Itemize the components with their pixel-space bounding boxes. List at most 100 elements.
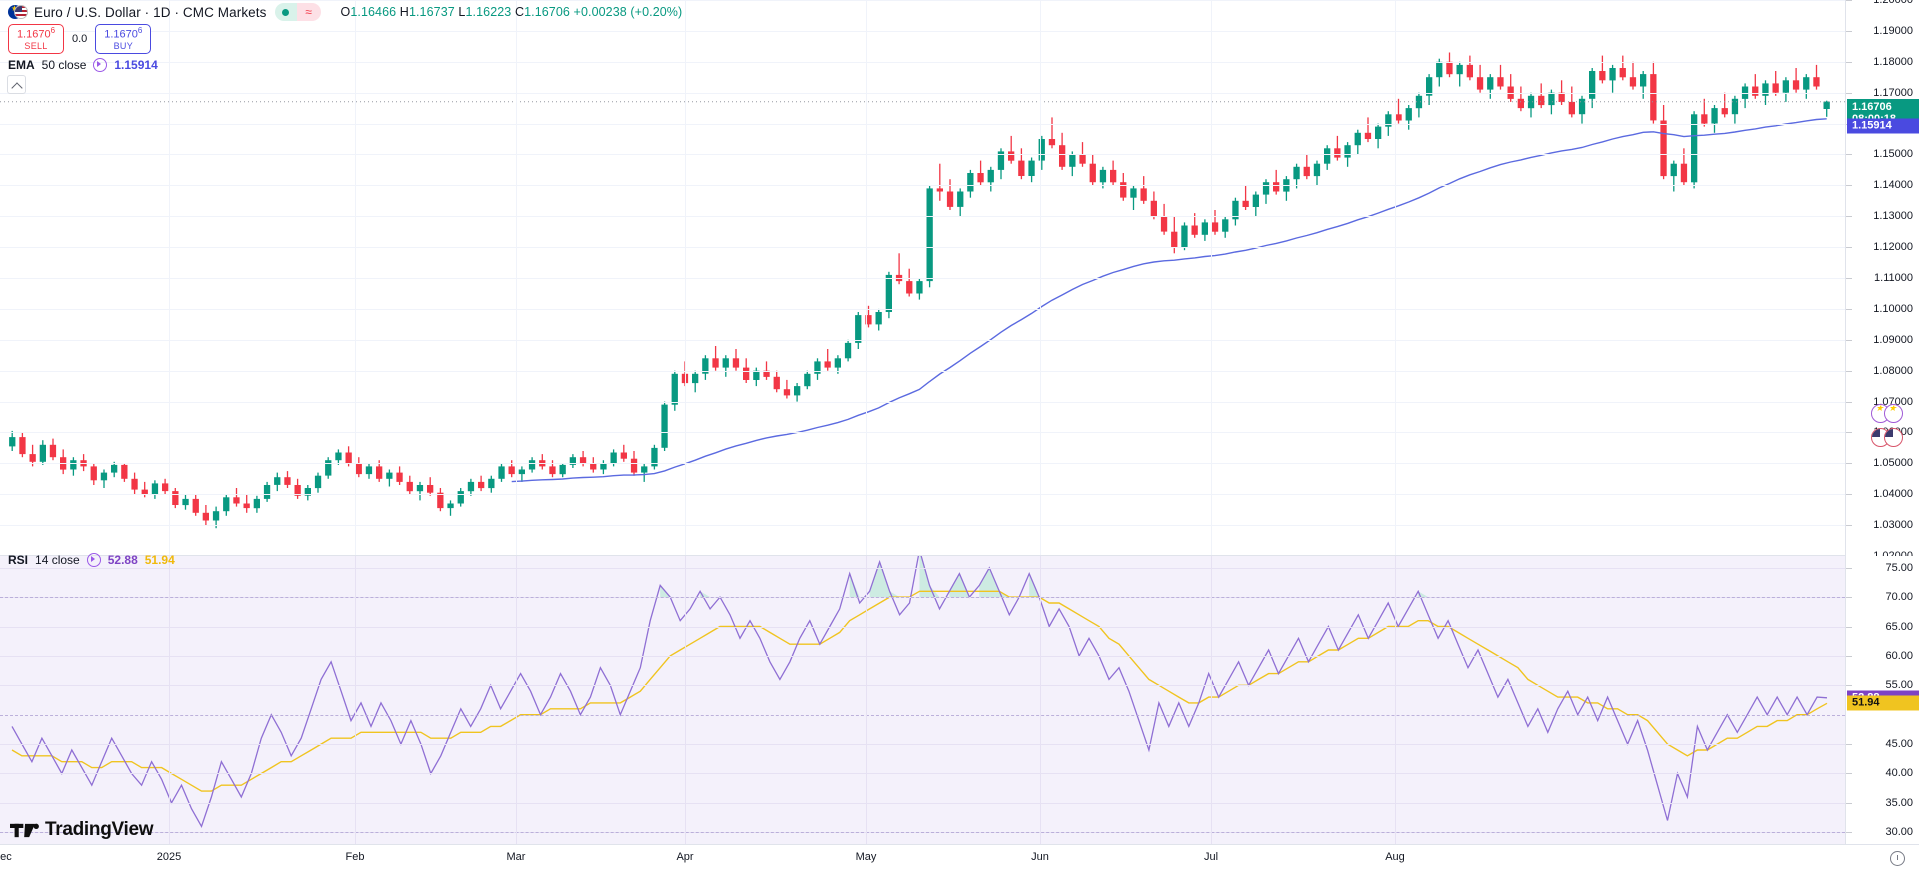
price-tick xyxy=(1846,154,1852,156)
price-tick xyxy=(1846,92,1852,94)
price-gridline xyxy=(0,124,1845,125)
price-gridline xyxy=(0,185,1845,186)
ema-args: 50 close xyxy=(41,58,87,72)
time-gridline xyxy=(685,556,686,844)
rsi-scale[interactable]: 75.00 70.00 65.00 60.00 55.00 45.00 40.00 35.00… xyxy=(1845,556,1919,844)
time-gridline xyxy=(355,556,356,844)
collapse-pane-button[interactable] xyxy=(7,75,26,94)
price-tick xyxy=(1846,432,1852,434)
rsi-name: RSI xyxy=(8,553,29,567)
spread-value: 0.0 xyxy=(72,33,88,45)
ohlc-close-key: C xyxy=(514,5,525,19)
time-gridline xyxy=(169,0,170,556)
buy-button[interactable]: 1.16706 BUY xyxy=(95,24,152,54)
rsi-tick xyxy=(1846,773,1852,775)
sell-label: SELL xyxy=(24,41,48,52)
rsi-gridline xyxy=(0,568,1845,569)
rsi-ma-value-badge[interactable]: 51.94 xyxy=(1847,695,1919,711)
rsi-args: 14 close xyxy=(35,553,80,567)
refresh-icon[interactable] xyxy=(86,553,101,567)
price-axis-label: 1.14000 xyxy=(1873,179,1913,192)
rsi-axis-label: 55.00 xyxy=(1885,679,1913,692)
price-gridline xyxy=(0,31,1845,32)
price-axis-label: 1.11000 xyxy=(1874,272,1913,284)
time-gridline xyxy=(685,0,686,556)
rsi-line xyxy=(11,556,1828,828)
ohlc-open-value: 1.16466 xyxy=(350,5,397,19)
refresh-icon[interactable] xyxy=(93,58,108,72)
ohlc-close-value: 1.16706 xyxy=(524,5,570,19)
time-axis-label: Jun xyxy=(1031,851,1049,863)
sell-button[interactable]: 1.16706 SELL xyxy=(8,24,64,54)
eurusd-flag-pair-icon xyxy=(8,4,28,20)
ohlc-change: +0.00238 (+0.20%) xyxy=(573,5,683,19)
rsi-axis-label: 70.00 xyxy=(1885,591,1913,604)
rsi-axis-label: 45.00 xyxy=(1885,738,1913,751)
eur-badge[interactable] xyxy=(1871,404,1905,423)
price-tick xyxy=(1846,525,1852,527)
ohlc-open-key: O xyxy=(340,5,351,19)
market-status-icon[interactable]: ≈ xyxy=(274,3,321,21)
current-price-value: 1.16706 xyxy=(1852,100,1892,113)
time-scale[interactable]: Dec 2025 Feb Mar Apr May Jun Jul Aug xyxy=(0,844,1919,872)
rsi-gridline xyxy=(0,685,1845,686)
ema-price-badge[interactable]: 1.15914 xyxy=(1847,118,1919,134)
time-gridline xyxy=(1395,556,1396,844)
price-axis-label: 1.20000 xyxy=(1873,0,1913,6)
rsi-midline xyxy=(0,714,1845,716)
time-gridline xyxy=(169,556,170,844)
rsi-tick xyxy=(1846,567,1852,569)
candle-series xyxy=(9,52,1830,529)
rsi-overbought-fill xyxy=(660,556,1429,598)
price-tick xyxy=(1846,463,1852,465)
price-axis-label: 1.12000 xyxy=(1873,241,1913,254)
rsi-indicator-pane[interactable] xyxy=(0,556,1845,844)
rsi-gridline xyxy=(0,773,1845,774)
rsi-ma-line xyxy=(11,590,1828,792)
price-tick xyxy=(1846,308,1852,310)
symbol-title[interactable]: Euro / U.S. Dollar · 1D · CMC Markets xyxy=(34,4,267,20)
price-axis-label: 1.05000 xyxy=(1873,457,1913,470)
time-gridline xyxy=(1395,0,1396,556)
price-tick xyxy=(1846,278,1852,279)
time-axis-label: May xyxy=(855,851,877,863)
time-axis-label: Jul xyxy=(1203,851,1219,863)
price-axis-label: 1.17000 xyxy=(1873,86,1913,99)
price-tick xyxy=(1846,30,1852,32)
time-axis-label: Aug xyxy=(1385,851,1405,863)
time-gridline xyxy=(516,0,517,556)
clock-icon[interactable] xyxy=(1890,851,1905,866)
rsi-tick xyxy=(1846,744,1852,746)
symbol-legend: Euro / U.S. Dollar · 1D · CMC Markets ≈ … xyxy=(8,3,682,21)
usd-badge[interactable] xyxy=(1871,428,1905,447)
price-gridline xyxy=(0,278,1845,279)
price-chart-pane[interactable] xyxy=(0,0,1845,556)
rsi-tick xyxy=(1846,685,1852,687)
ohlc-values: O1.16466 H1.16737 L1.16223 C1.16706 +0.0… xyxy=(341,5,683,19)
price-axis-label: 1.04000 xyxy=(1873,488,1913,501)
time-gridline xyxy=(355,0,356,556)
rsi-legend[interactable]: RSI 14 close 52.88 51.94 xyxy=(8,553,175,567)
price-axis-label: 1.15000 xyxy=(1873,148,1913,161)
rsi-value: 52.88 xyxy=(107,553,138,567)
time-gridline xyxy=(1211,0,1212,556)
price-gridline xyxy=(0,432,1845,433)
sell-price-fraction: 6 xyxy=(50,25,56,35)
rsi-axis-label: 35.00 xyxy=(1885,796,1913,809)
ohlc-low-key: L xyxy=(458,5,466,19)
ohlc-high-value: 1.16737 xyxy=(408,5,455,19)
rsi-ma-value: 51.94 xyxy=(144,553,175,567)
price-tick xyxy=(1846,401,1852,403)
price-gridline xyxy=(0,402,1845,403)
rsi-tick xyxy=(1846,655,1852,657)
price-gridline xyxy=(0,371,1845,372)
price-chart-canvas xyxy=(0,52,1845,529)
ema-legend[interactable]: EMA 50 close 1.15914 xyxy=(8,58,158,72)
price-scale[interactable]: 1.200001.190001.180001.170001.160001.150… xyxy=(1845,0,1919,562)
eu-flag-icon-2 xyxy=(1884,404,1903,423)
price-axis-label: 1.08000 xyxy=(1873,364,1913,377)
price-axis-label: 1.19000 xyxy=(1873,24,1913,37)
time-gridline xyxy=(1211,556,1212,844)
price-gridline xyxy=(0,216,1845,217)
